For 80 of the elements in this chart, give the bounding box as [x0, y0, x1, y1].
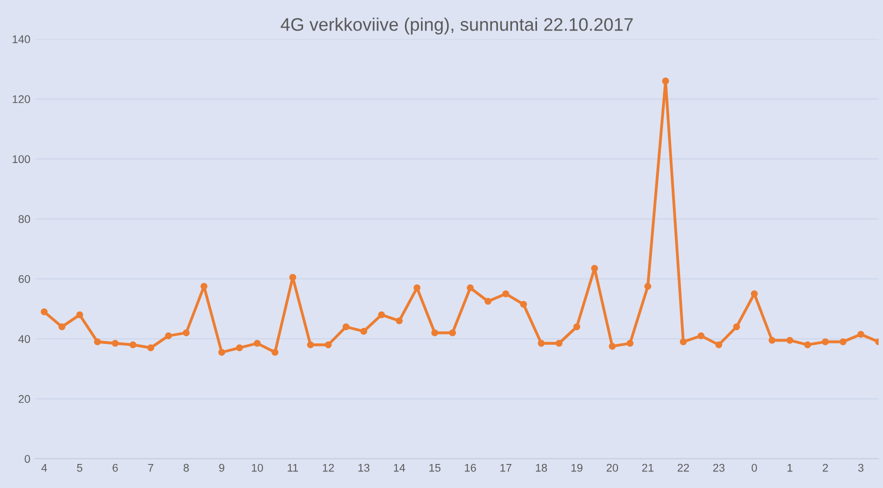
point: [538, 340, 545, 347]
point: [129, 341, 136, 348]
point: [715, 341, 722, 348]
y-tick-label: 140: [12, 35, 30, 44]
point: [626, 340, 634, 347]
x-tick-label: 19: [571, 464, 582, 472]
x-tick-label: 15: [429, 464, 440, 472]
x-tick-label: 5: [77, 464, 82, 472]
x-tick-label: 8: [184, 464, 189, 472]
x-tick-label: 12: [322, 464, 334, 472]
point: [254, 340, 261, 347]
y-tick-label: 120: [12, 95, 30, 104]
point: [218, 348, 226, 356]
point: [768, 336, 776, 344]
chart-title: 4G verkkoviive (ping), sunnuntai 22.10.2017: [280, 18, 633, 34]
x-tick-label: 2: [822, 464, 828, 472]
point: [147, 344, 154, 352]
x-tick-label: 18: [536, 464, 547, 472]
point: [466, 284, 474, 292]
point: [164, 332, 172, 340]
x-tick-label: 20: [606, 464, 618, 472]
point: [750, 290, 758, 298]
point: [644, 282, 652, 290]
x-tick-label: 4: [41, 464, 47, 472]
point: [786, 336, 794, 344]
point: [396, 317, 403, 324]
x-tick-label: 22: [678, 464, 689, 472]
point: [289, 274, 296, 281]
point: [840, 338, 847, 346]
point: [591, 264, 598, 272]
point: [94, 338, 101, 346]
x-tick-label: 17: [500, 464, 512, 472]
point: [431, 329, 438, 336]
y-tick-label: 60: [18, 275, 30, 283]
point: [804, 341, 812, 348]
point: [449, 329, 456, 336]
point: [520, 300, 527, 308]
point: [484, 298, 492, 305]
point: [342, 323, 350, 330]
point: [857, 330, 864, 338]
y-tick-label: 40: [18, 335, 30, 343]
point: [200, 282, 208, 290]
x-tick-label: 13: [358, 464, 370, 472]
x-tick-label: 11: [288, 464, 298, 472]
point: [40, 308, 48, 316]
point: [414, 284, 420, 292]
point: [272, 348, 278, 356]
point: [733, 323, 740, 330]
y-tick-label: 80: [18, 215, 30, 224]
point: [76, 311, 84, 318]
point: [112, 340, 119, 347]
point: [608, 342, 616, 350]
point: [502, 290, 510, 298]
x-tick-label: 6: [112, 464, 118, 472]
x-tick-label: 9: [219, 464, 224, 472]
y-tick-label: 20: [18, 395, 30, 403]
point: [58, 323, 66, 330]
x-tick-label: 14: [394, 464, 406, 472]
point: [556, 340, 563, 347]
point: [680, 338, 687, 346]
point: [182, 329, 190, 336]
point: [573, 323, 580, 330]
point: [236, 344, 243, 352]
x-tick-label: 16: [464, 464, 476, 472]
point: [378, 311, 385, 318]
x-tick-label: 7: [148, 464, 154, 472]
point: [360, 328, 368, 335]
point: [324, 341, 332, 348]
x-tick-label: 1: [788, 464, 792, 472]
y-tick-label: 0: [24, 454, 30, 463]
x-tick-label: 21: [642, 464, 654, 472]
x-tick-label: 23: [713, 464, 724, 472]
y-tick-label: 100: [12, 155, 30, 164]
x-tick-label: 0: [752, 464, 757, 472]
x-tick-label: 3: [858, 464, 864, 472]
point: [698, 332, 705, 340]
point: [822, 338, 829, 346]
x-tick-label: 10: [252, 464, 263, 472]
point: [307, 341, 314, 348]
point: [662, 78, 670, 84]
